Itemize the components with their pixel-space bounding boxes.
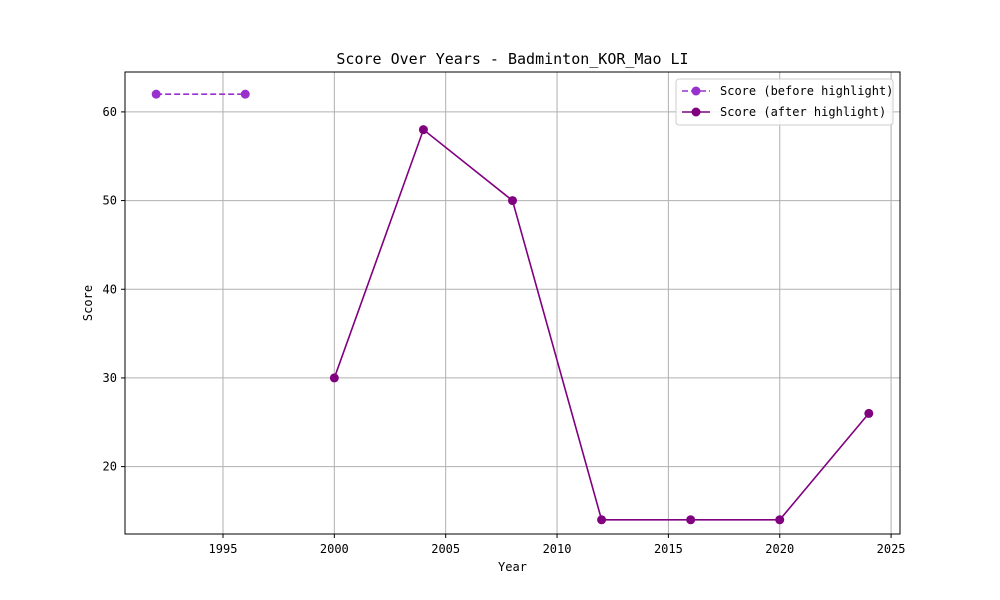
- data-point: [508, 196, 517, 206]
- legend: Score (before highlight) Score (after hig…: [675, 78, 894, 126]
- data-point: [775, 515, 785, 525]
- x-tick-label: 2020: [765, 542, 794, 556]
- legend-label: Score (before highlight): [720, 84, 893, 98]
- y-tick-label: 50: [103, 194, 117, 208]
- x-tick-label: 2025: [877, 542, 906, 556]
- data-point: [329, 373, 339, 383]
- y-tick-label: 30: [103, 371, 117, 385]
- legend-box: [675, 78, 894, 126]
- data-point: [597, 515, 607, 525]
- legend-swatch-marker: [691, 107, 701, 117]
- data-point: [151, 89, 161, 99]
- y-tick-label: 60: [103, 105, 117, 119]
- data-point: [864, 408, 874, 418]
- x-tick-label: 1995: [209, 542, 238, 556]
- data-point: [418, 125, 428, 135]
- legend-swatch-marker: [691, 86, 701, 96]
- y-axis-label: Score: [81, 285, 95, 321]
- data-point: [240, 89, 250, 99]
- x-tick-label: 2015: [654, 542, 683, 556]
- y-tick-label: 20: [103, 460, 117, 474]
- plot-frame: [124, 71, 901, 535]
- legend-label: Score (after highlight): [720, 105, 886, 119]
- chart-title: Score Over Years - Badminton_KOR_Mao LI: [336, 50, 688, 68]
- data-point: [686, 515, 696, 525]
- x-axis-label: Year: [498, 560, 527, 574]
- x-tick-label: 2000: [320, 542, 349, 556]
- series-group: [151, 89, 874, 525]
- x-tick-label: 2010: [543, 542, 572, 556]
- x-tick-label: 2005: [431, 542, 460, 556]
- y-tick-label: 40: [103, 282, 117, 296]
